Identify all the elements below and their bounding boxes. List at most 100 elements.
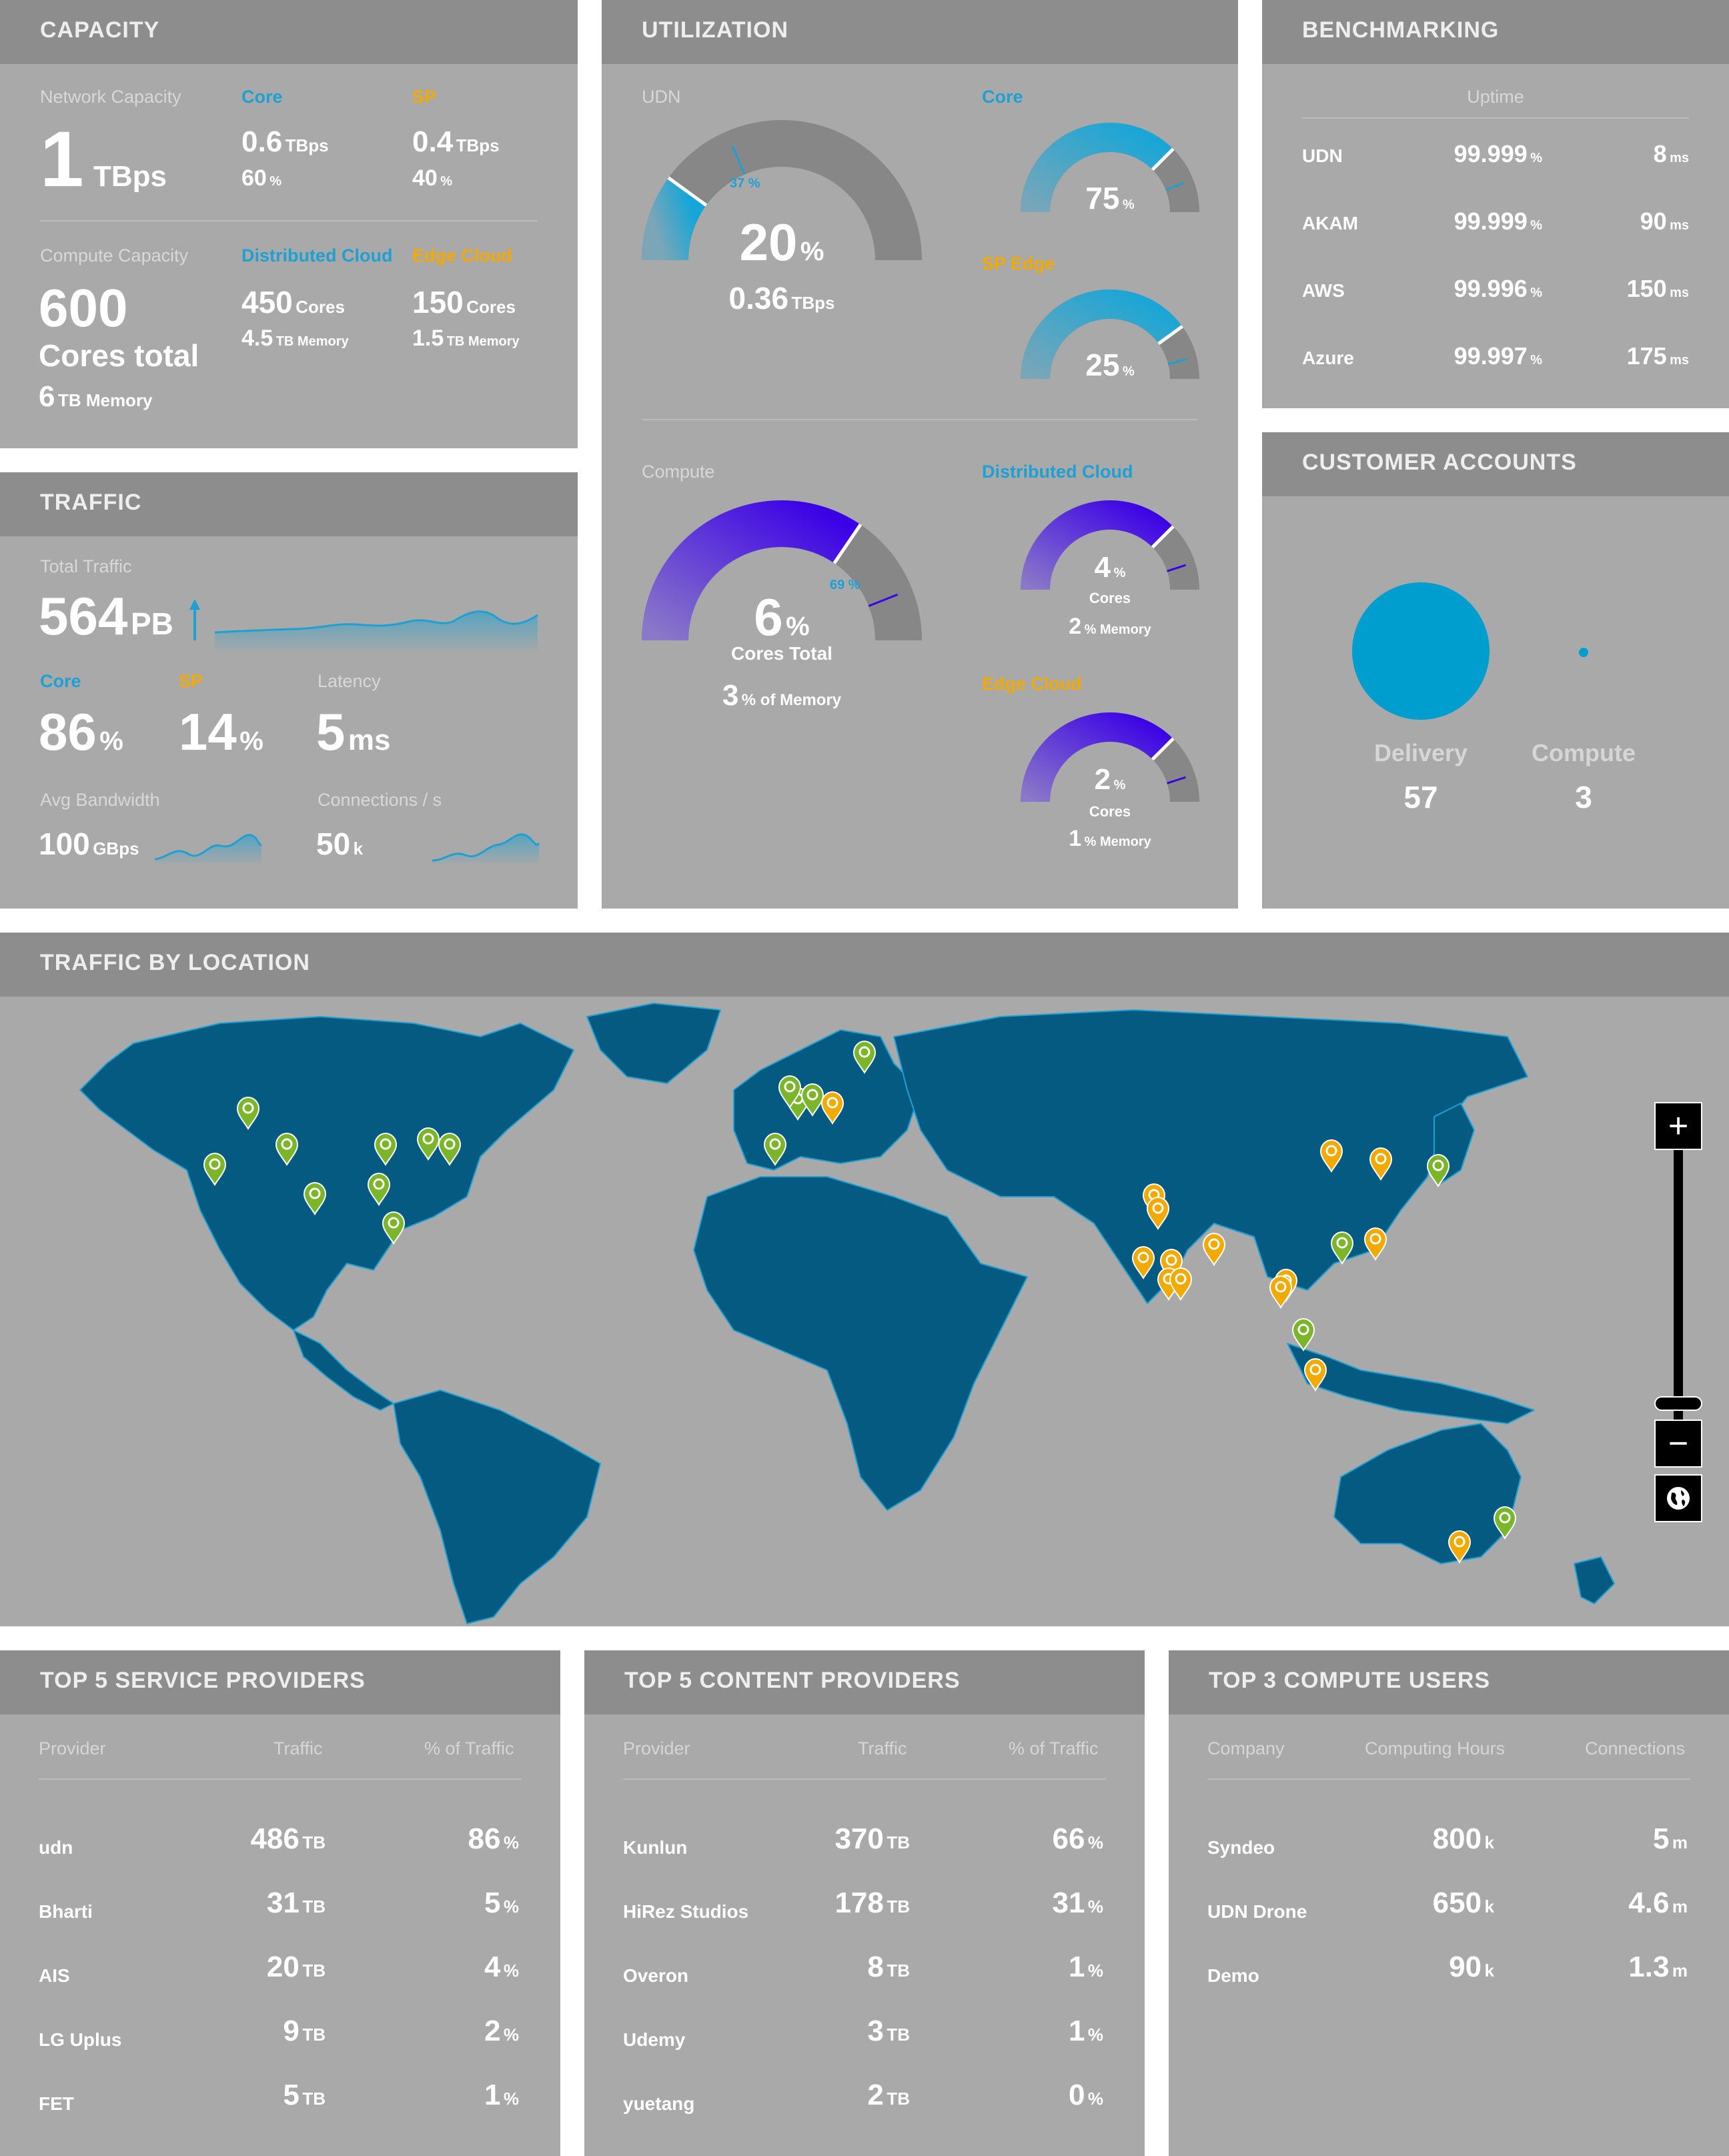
location-pin-green-icon[interactable] — [236, 1096, 260, 1130]
cu-col-hours: Computing Hours — [1365, 1738, 1506, 1758]
benchmarking-header: BENCHMARKING — [1262, 0, 1729, 64]
location-pin-green-icon[interactable] — [438, 1132, 462, 1166]
core-capacity-value: 0.6 — [241, 125, 283, 158]
utilization-divider — [642, 419, 1198, 420]
zoom-out-label: − — [1668, 1424, 1689, 1463]
location-pin-green-icon[interactable] — [1330, 1231, 1354, 1265]
connections-row: 50 k — [316, 826, 363, 862]
location-pin-green-icon[interactable] — [1426, 1153, 1450, 1187]
location-pin-orange-icon[interactable] — [1448, 1530, 1472, 1564]
gauge-peak-marker — [868, 593, 899, 607]
content-providers-title: TOP 5 CONTENT PROVIDERS — [624, 1668, 961, 1693]
edge-util-gauge — [1021, 712, 1199, 802]
provider-pct-value: 4 — [484, 1951, 501, 1983]
benchmark-uptime-value: 99.999 — [1454, 207, 1528, 235]
compute-util-unit: % — [786, 612, 810, 641]
connections-unit: m — [1672, 1897, 1688, 1917]
benchmark-name: Azure — [1302, 348, 1354, 368]
globe-button[interactable] — [1654, 1474, 1702, 1522]
compute-user-row: Syndeo 800 k 5 m — [1169, 1822, 1729, 1869]
location-pin-orange-icon[interactable] — [1369, 1147, 1393, 1181]
provider-pct: 2 % — [484, 2015, 519, 2048]
cp-col-pct: % of Traffic — [1009, 1738, 1099, 1758]
service-provider-row: udn 486 TB 86 % — [0, 1822, 560, 1869]
benchmark-latency-value: 8 — [1653, 140, 1667, 167]
location-pin-orange-icon[interactable] — [1131, 1245, 1155, 1279]
provider-pct: 66 % — [1052, 1822, 1103, 1856]
location-pin-green-icon[interactable] — [800, 1083, 824, 1117]
compute-bubble — [1579, 648, 1588, 657]
provider-traffic: 2 TB — [867, 2079, 910, 2112]
customer-accounts-panel: CUSTOMER ACCOUNTS Delivery 57 Compute 3 — [1262, 432, 1729, 909]
dist-util-value: 4 — [1094, 551, 1111, 584]
benchmark-latency-value: 175 — [1626, 342, 1667, 370]
location-pin-orange-icon[interactable] — [1169, 1267, 1193, 1301]
sp-capacity-label: SP — [412, 87, 437, 107]
core-util-value-row: 75 % — [1021, 180, 1199, 216]
computing-hours-unit: k — [1484, 1832, 1494, 1852]
content-provider-row: HiRez Studios 178 TB 31 % — [584, 1886, 1145, 1933]
location-pin-green-icon[interactable] — [303, 1181, 327, 1215]
dist-mem-value: 2 — [1069, 614, 1082, 639]
udn-util-label: UDN — [642, 87, 681, 107]
location-pin-green-icon[interactable] — [374, 1132, 398, 1166]
provider-traffic-unit: TB — [887, 2089, 910, 2109]
location-pin-orange-icon[interactable] — [1269, 1275, 1293, 1309]
benchmark-latency-unit: ms — [1670, 151, 1689, 165]
provider-pct-unit: % — [503, 1832, 519, 1852]
location-pin-green-icon[interactable] — [416, 1127, 440, 1161]
provider-name: FET — [39, 2093, 74, 2114]
core-capacity-pct: 60 — [241, 165, 267, 191]
location-pin-green-icon[interactable] — [275, 1132, 299, 1166]
provider-traffic: 3 TB — [867, 2015, 910, 2048]
provider-pct: 1 % — [484, 2079, 519, 2112]
world-map[interactable] — [0, 997, 1729, 1626]
edge-util-value-row: 2 % — [1021, 763, 1199, 796]
benchmark-uptime: 99.997 % — [1454, 342, 1542, 370]
gauge-value-marker — [1151, 147, 1175, 171]
connections: 1.3 m — [1628, 1951, 1688, 1984]
location-pin-orange-icon[interactable] — [1202, 1232, 1226, 1266]
sp-edge-util-unit: % — [1122, 364, 1135, 379]
location-pin-green-icon[interactable] — [1493, 1506, 1517, 1540]
benchmark-latency-unit: ms — [1670, 218, 1689, 233]
compute-peak-label: 69 % — [830, 578, 860, 592]
compute-users-panel: TOP 3 COMPUTE USERS Company Computing Ho… — [1169, 1650, 1729, 2156]
location-pin-green-icon[interactable] — [1291, 1317, 1315, 1352]
location-pin-green-icon[interactable] — [382, 1211, 406, 1245]
zoom-track[interactable] — [1674, 1150, 1683, 1424]
sp-capacity-unit: TBps — [456, 135, 500, 155]
network-capacity-label: Network Capacity — [40, 87, 181, 107]
south-america-shape — [393, 1390, 601, 1624]
provider-pct: 31 % — [1052, 1886, 1103, 1920]
benchmarking-title: BENCHMARKING — [1302, 17, 1500, 43]
zoom-in-button[interactable]: + — [1654, 1102, 1702, 1150]
location-pin-orange-icon[interactable] — [1319, 1139, 1343, 1173]
gauge-value-marker — [667, 176, 708, 207]
benchmark-uptime-unit: % — [1530, 286, 1542, 300]
gauge-peak-marker — [1167, 358, 1187, 366]
location-pin-green-icon[interactable] — [367, 1172, 391, 1206]
location-pin-green-icon[interactable] — [852, 1040, 877, 1074]
benchmark-name: UDN — [1302, 145, 1343, 166]
location-pin-green-icon[interactable] — [763, 1132, 787, 1166]
zoom-slider-handle[interactable] — [1654, 1396, 1702, 1411]
location-pin-green-icon[interactable] — [203, 1152, 227, 1186]
provider-pct-value: 1 — [1068, 1951, 1085, 1983]
total-traffic-sparkline — [214, 610, 538, 654]
zoom-out-button[interactable]: − — [1654, 1420, 1702, 1468]
location-pin-orange-icon[interactable] — [1146, 1196, 1170, 1230]
location-pin-orange-icon[interactable] — [820, 1091, 844, 1125]
location-pin-orange-icon[interactable] — [1363, 1227, 1387, 1261]
location-pin-green-icon[interactable] — [778, 1075, 802, 1109]
provider-pct: 1 % — [1069, 2015, 1103, 2048]
service-providers-panel: TOP 5 SERVICE PROVIDERS Provider Traffic… — [0, 1650, 560, 2156]
edge-cloud-mem-row: 1.5 TB Memory — [412, 326, 520, 352]
provider-pct-value: 5 — [484, 1886, 501, 1919]
provider-name: Udemy — [623, 2029, 686, 2050]
utilization-title: UTILIZATION — [642, 17, 788, 43]
total-traffic-unit: PB — [130, 606, 173, 641]
connections-sparkline — [432, 833, 540, 866]
company-name: Demo — [1207, 1965, 1259, 1986]
location-pin-orange-icon[interactable] — [1303, 1358, 1327, 1392]
